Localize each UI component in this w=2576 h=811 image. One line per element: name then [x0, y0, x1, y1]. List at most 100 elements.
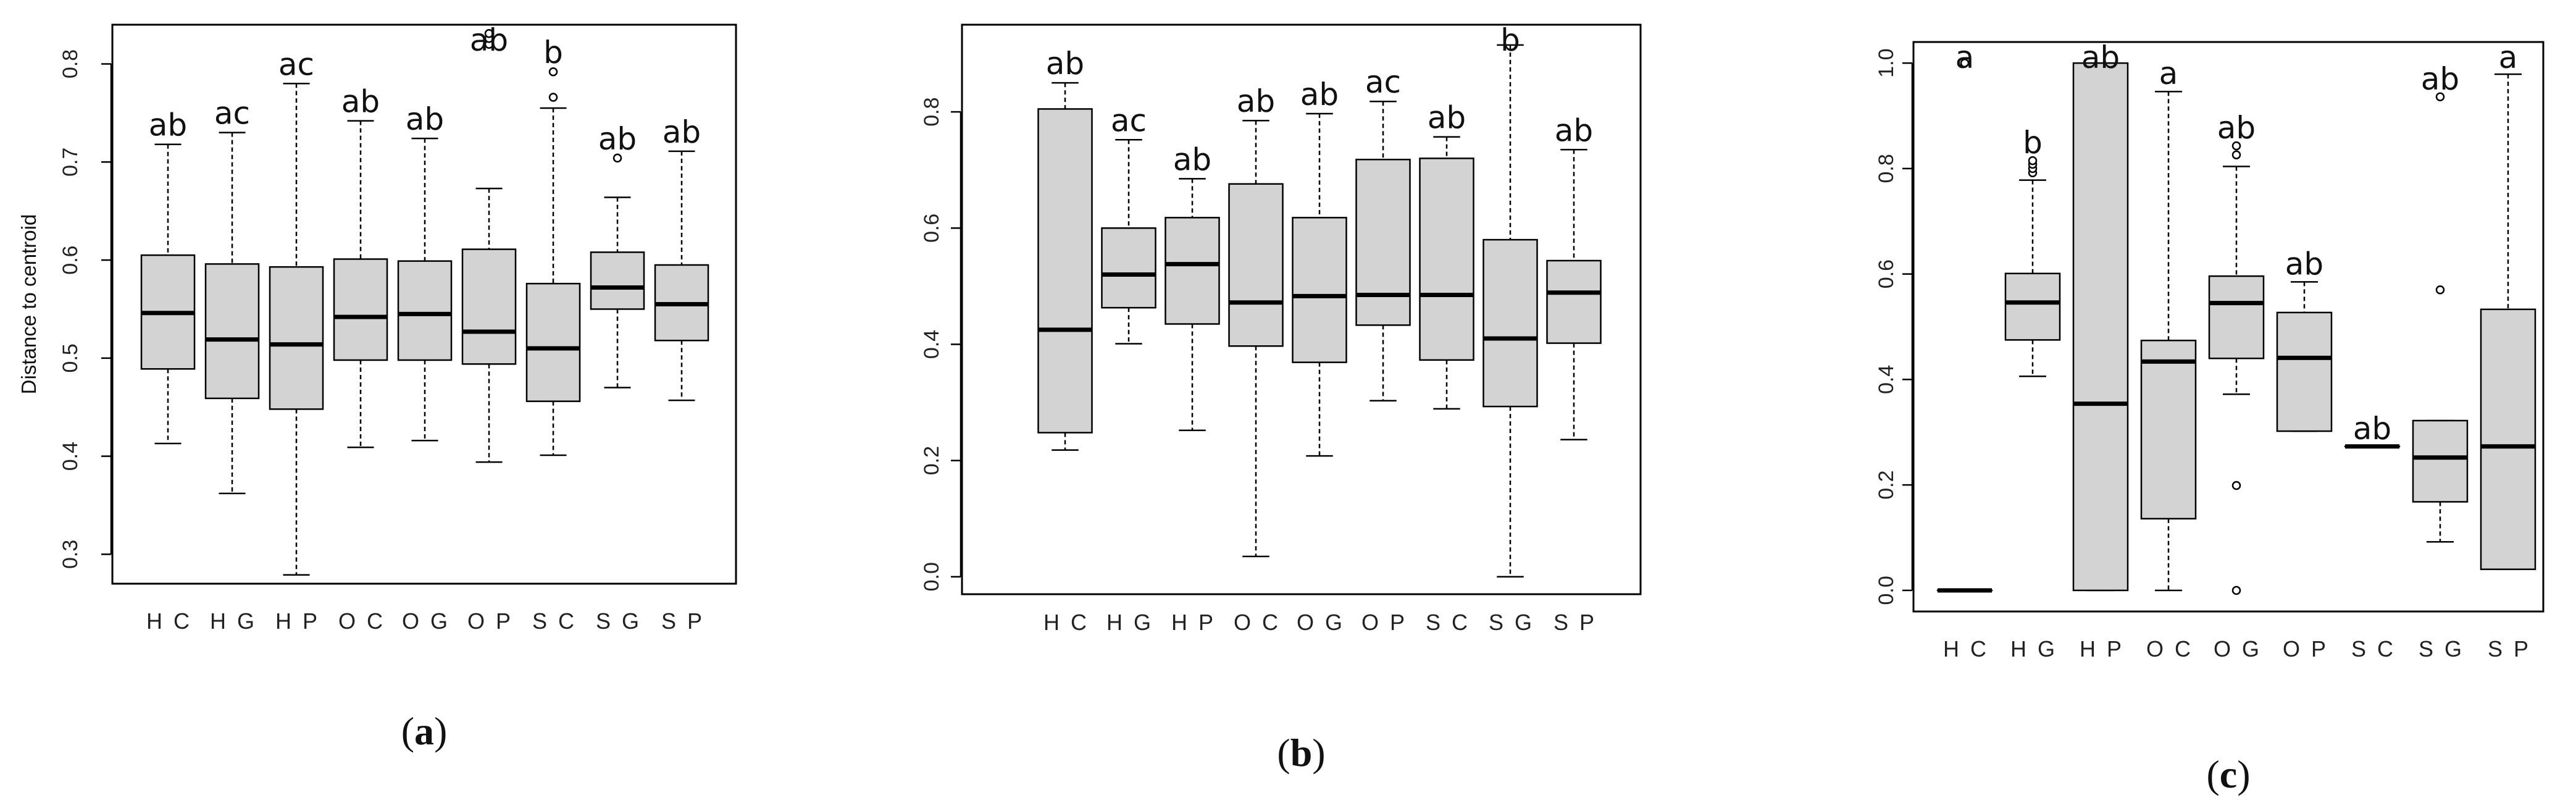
box-iqr: [1355, 159, 1411, 326]
x-category-label: S G: [596, 608, 642, 634]
significance-letter: ab: [2353, 411, 2391, 447]
significance-letter: b: [1500, 22, 1520, 58]
box-iqr: [2208, 275, 2265, 359]
y-tick-label: 0.0: [1875, 576, 1898, 605]
significance-letter: a: [1955, 40, 1975, 75]
x-category-label: H G: [1106, 610, 1153, 635]
outlier-point: [2231, 141, 2241, 151]
significance-letter: ac: [214, 96, 250, 132]
y-tick-label: 0.3: [59, 540, 82, 569]
plot-frame: [961, 23, 1642, 595]
box-HP: ab H P: [2072, 40, 2129, 662]
significance-letter: ab: [2421, 61, 2459, 97]
significance-letter: a: [2499, 40, 2518, 75]
box-HG: ac H G: [1101, 103, 1156, 635]
significance-letter: ab: [341, 84, 380, 120]
box-OC: a O C: [2140, 56, 2197, 662]
box-HC: a H C: [1936, 40, 1993, 662]
box-SP: a S P: [2480, 40, 2536, 662]
box-iqr: [1482, 238, 1538, 408]
outlier-point: [548, 67, 558, 77]
significance-letter: ab: [1300, 77, 1339, 112]
boxplot-panel-c: 0.0 0.2 0.4 0.6 0.8 1.0 a H C b H G ab H P a O C ab O G…: [1875, 40, 2545, 796]
significance-letter: ac: [1111, 103, 1147, 138]
significance-letter: ab: [598, 121, 637, 157]
outlier-point: [613, 153, 622, 163]
box-OC: ab O C: [333, 84, 388, 634]
box-OC: ab O C: [1228, 83, 1284, 635]
x-category-label: S P: [1554, 610, 1597, 635]
box-HP: ab H P: [1165, 141, 1220, 635]
box-iqr: [333, 258, 388, 361]
y-tick-label: 0.4: [1875, 365, 1898, 394]
significance-letter: ab: [1237, 83, 1275, 119]
outlier-point: [2231, 481, 2241, 490]
significance-letter: b: [2023, 125, 2043, 161]
outlier-point: [2435, 92, 2445, 102]
box-HG: b H G: [2004, 125, 2061, 662]
x-category-label: O G: [1297, 610, 1345, 635]
y-tick-label: 0.7: [59, 148, 82, 177]
x-category-label: O P: [1361, 610, 1407, 635]
box-OP: ab O P: [2276, 246, 2333, 662]
y-tick-label: 0.6: [59, 245, 82, 274]
x-category-label: S P: [2488, 636, 2531, 662]
x-category-label: O P: [467, 608, 513, 634]
outlier-point: [548, 93, 558, 102]
y-tick-label: 0.0: [920, 562, 943, 591]
y-tick-label: 0.2: [1875, 470, 1898, 499]
significance-letter: ac: [278, 46, 314, 82]
box-iqr: [1546, 259, 1602, 344]
significance-letter: ab: [2081, 40, 2120, 75]
x-category-label: S C: [2351, 636, 2396, 662]
box-iqr: [590, 251, 645, 310]
box-iqr: [397, 260, 453, 361]
significance-letter: a: [2159, 56, 2178, 91]
box-iqr: [2480, 308, 2536, 570]
significance-letter: ab: [406, 101, 444, 137]
significance-letter: b: [543, 35, 563, 70]
box-OP: ab O P: [461, 22, 517, 634]
significance-letter: ac: [1365, 64, 1401, 100]
box-SG: ab S G: [2412, 61, 2469, 662]
box-HC: ab H C: [140, 107, 196, 634]
x-category-label: S P: [661, 608, 705, 634]
significance-letter: ab: [149, 107, 187, 143]
box-HP: ac H P: [269, 46, 324, 634]
x-category-label: H P: [1171, 610, 1216, 635]
panel-label: (b): [1277, 731, 1325, 775]
outlier-point: [1960, 58, 1970, 68]
box-iqr: [204, 263, 260, 400]
outlier-point: [2231, 150, 2241, 159]
significance-letter: ab: [1046, 46, 1084, 82]
y-tick-label: 0.4: [920, 330, 943, 359]
y-tick-label: 0.8: [59, 49, 82, 78]
box-SP: ab S P: [1546, 112, 1602, 635]
x-category-label: O G: [402, 608, 450, 634]
box-iqr: [1419, 158, 1474, 361]
x-category-label: O C: [338, 608, 385, 634]
x-category-label: H C: [1043, 610, 1089, 635]
outlier-point: [484, 29, 494, 38]
x-category-label: H C: [146, 608, 192, 634]
box-OP: ac O P: [1355, 64, 1411, 635]
y-tick-label: 0.4: [59, 442, 82, 471]
x-category-label: O C: [1234, 610, 1281, 635]
x-category-label: H P: [2080, 636, 2124, 662]
x-category-label: H G: [210, 608, 257, 634]
box-SP: ab S P: [654, 114, 709, 634]
significance-letter: ab: [470, 22, 508, 58]
box-iqr: [1037, 108, 1093, 434]
x-category-label: S G: [1489, 610, 1534, 635]
panel-label: (a): [401, 709, 448, 753]
x-category-label: S C: [532, 608, 577, 634]
box-HG: ac H G: [204, 96, 260, 634]
plot-frame: [1912, 41, 2545, 613]
box-iqr: [1292, 217, 1347, 363]
box-iqr: [2412, 419, 2469, 503]
significance-letter: ab: [1173, 141, 1211, 177]
box-SC: ab S C: [2344, 411, 2401, 662]
y-tick-label: 0.5: [59, 343, 82, 372]
box-SG: b S G: [1482, 22, 1538, 635]
significance-letter: ab: [663, 114, 701, 150]
